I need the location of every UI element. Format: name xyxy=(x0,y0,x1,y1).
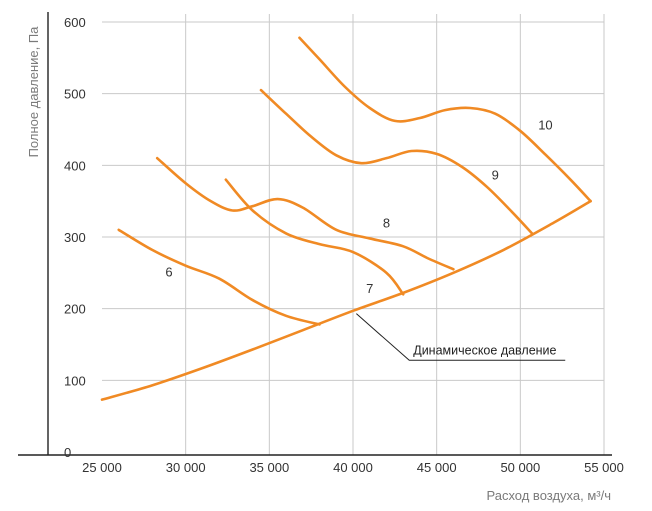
series-line-8 xyxy=(155,156,455,271)
x-tick-label: 45 000 xyxy=(417,460,457,475)
curve-label-7: 7 xyxy=(366,281,373,296)
x-tick-label: 25 000 xyxy=(82,460,122,475)
y-tick-label: 500 xyxy=(64,87,86,102)
dynamic-pressure-annotation: Динамическое давление xyxy=(413,343,556,357)
series: 6 7 8 9 10 xyxy=(100,36,592,401)
x-tick-label: 50 000 xyxy=(500,460,540,475)
y-tick-label: 300 xyxy=(64,230,86,245)
grid xyxy=(102,14,605,455)
curve-label-10: 10 xyxy=(538,118,552,133)
y-tick-label: 100 xyxy=(64,373,86,388)
curve-label-8: 8 xyxy=(383,216,390,231)
axes xyxy=(18,12,612,456)
x-tick-label: 35 000 xyxy=(249,460,289,475)
x-tick-label: 40 000 xyxy=(333,460,373,475)
tick-labels: 25 000 30 000 35 000 40 000 45 000 50 000 55 0… xyxy=(64,15,624,475)
x-tick-label: 55 000 xyxy=(584,460,624,475)
series-line-10 xyxy=(298,36,592,203)
curve-label-9: 9 xyxy=(492,168,499,183)
curve-label-6: 6 xyxy=(165,264,172,279)
series-line-dynamic-pressure xyxy=(100,199,592,401)
series-line-9 xyxy=(259,88,534,235)
y-tick-label: 600 xyxy=(64,15,86,30)
series-line-6 xyxy=(117,228,321,326)
annotations: Динамическое давление xyxy=(356,313,566,361)
x-tick-label: 30 000 xyxy=(166,460,206,475)
series-line-7 xyxy=(224,178,405,296)
dynamic-pressure-leader-line xyxy=(356,313,566,361)
y-tick-label: 200 xyxy=(64,302,86,317)
y-tick-label: 400 xyxy=(64,158,86,173)
y-axis-title: Полное давление, Па xyxy=(26,26,41,158)
x-axis-title: Расход воздуха, м³/ч xyxy=(486,488,611,503)
y-tick-label: 0 xyxy=(64,445,71,460)
